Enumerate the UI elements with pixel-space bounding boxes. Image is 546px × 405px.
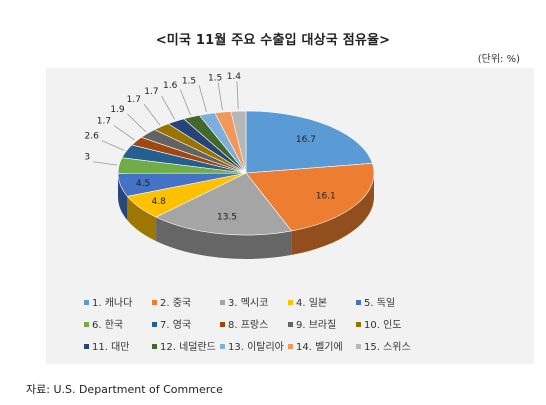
data-label-8: 1.7 — [97, 117, 111, 127]
legend-label-9: 9. 브라질 — [296, 320, 337, 331]
data-label-13: 1.5 — [182, 76, 196, 86]
data-label-11: 1.7 — [144, 87, 158, 97]
legend-label-12: 12. 네덜란드 — [160, 342, 216, 353]
legend-swatch-5 — [356, 300, 361, 305]
legend-item-3: 3. 멕시코 — [220, 294, 268, 309]
legend-label-3: 3. 멕시코 — [228, 298, 269, 309]
legend-label-2: 2. 중국 — [160, 298, 192, 309]
legend-label-8: 8. 프랑스 — [228, 320, 269, 331]
legend-item-5: 5. 독일 — [356, 294, 395, 309]
legend-item-13: 13. 이탈리아 — [220, 338, 284, 353]
leader-line-6 — [93, 161, 118, 166]
unit-note: (단위: %) — [477, 54, 520, 65]
legend-item-8: 8. 프랑스 — [220, 316, 268, 331]
data-label-9: 1.9 — [110, 105, 125, 115]
data-label-1: 16.7 — [296, 135, 316, 145]
legend-label-4: 4. 일본 — [296, 298, 328, 309]
pie-side-4 — [127, 196, 157, 242]
legend-item-11: 11. 대만 — [84, 338, 129, 353]
legend-swatch-2 — [152, 300, 157, 305]
legend-swatch-11 — [84, 344, 89, 349]
legend-swatch-10 — [356, 322, 361, 327]
chart-title: <미국 11월 주요 수출입 대상국 점유율> — [155, 33, 391, 48]
data-label-12: 1.6 — [163, 81, 178, 91]
legend-label-13: 13. 이탈리아 — [228, 342, 284, 353]
leader-line-8 — [113, 125, 135, 141]
leader-line-7 — [101, 140, 125, 151]
legend-label-11: 11. 대만 — [92, 342, 130, 353]
leader-line-14 — [217, 82, 223, 111]
legend-label-14: 14. 벨기에 — [296, 342, 343, 353]
legend-swatch-1 — [84, 300, 89, 305]
legend-swatch-7 — [152, 322, 157, 327]
legend-item-6: 6. 한국 — [84, 316, 123, 331]
legend-item-14: 14. 벨기에 — [288, 338, 343, 353]
legend-label-6: 6. 한국 — [92, 320, 124, 331]
leader-line-15 — [236, 81, 239, 110]
data-label-2: 16.1 — [316, 191, 336, 201]
legend-item-7: 7. 영국 — [152, 316, 191, 331]
pie-side-3 — [156, 217, 292, 259]
legend-item-1: 1. 캐나다 — [84, 294, 132, 309]
data-label-5: 4.5 — [136, 179, 150, 189]
pie-slice-2 — [245, 163, 375, 232]
legend-label-5: 5. 독일 — [364, 298, 396, 309]
legend-swatch-3 — [220, 300, 225, 305]
leader-line-9 — [127, 113, 147, 133]
data-label-15: 1.4 — [227, 72, 242, 82]
legend-item-10: 10. 인도 — [356, 316, 401, 331]
legend-item-12: 12. 네덜란드 — [152, 338, 216, 353]
leader-line-11 — [161, 95, 176, 120]
legend-item-2: 2. 중국 — [152, 294, 191, 309]
legend-swatch-12 — [152, 344, 157, 349]
data-label-14: 1.5 — [208, 74, 222, 84]
legend-swatch-15 — [356, 344, 361, 349]
legend-swatch-6 — [84, 322, 89, 327]
data-label-3: 13.5 — [217, 213, 237, 223]
legend-label-15: 15. 스위스 — [364, 342, 411, 353]
legend-swatch-14 — [288, 344, 293, 349]
legend-swatch-9 — [288, 322, 293, 327]
data-label-4: 4.8 — [152, 197, 167, 207]
data-label-6: 3 — [84, 153, 90, 163]
legend-label-7: 7. 영국 — [160, 320, 192, 331]
legend-item-15: 15. 스위스 — [356, 338, 411, 353]
leader-line-10 — [143, 103, 161, 126]
data-label-7: 2.6 — [85, 132, 100, 142]
source-note: 자료: U.S. Department of Commerce — [26, 383, 223, 396]
pie-slice-15 — [230, 110, 247, 174]
legend-label-10: 10. 인도 — [364, 320, 402, 331]
data-label-10: 1.7 — [127, 95, 141, 105]
legend-swatch-13 — [220, 344, 225, 349]
pie-slice-3 — [155, 172, 293, 236]
legend-item-4: 4. 일본 — [288, 294, 327, 309]
leader-line-13 — [198, 85, 207, 113]
legend-swatch-4 — [288, 300, 293, 305]
pie-side-2 — [291, 173, 374, 255]
legend-swatch-8 — [220, 322, 225, 327]
legend-item-9: 9. 브라질 — [288, 316, 336, 331]
pie-slice-1 — [245, 110, 373, 174]
leader-line-12 — [179, 89, 191, 116]
legend-label-1: 1. 캐나다 — [92, 298, 133, 309]
